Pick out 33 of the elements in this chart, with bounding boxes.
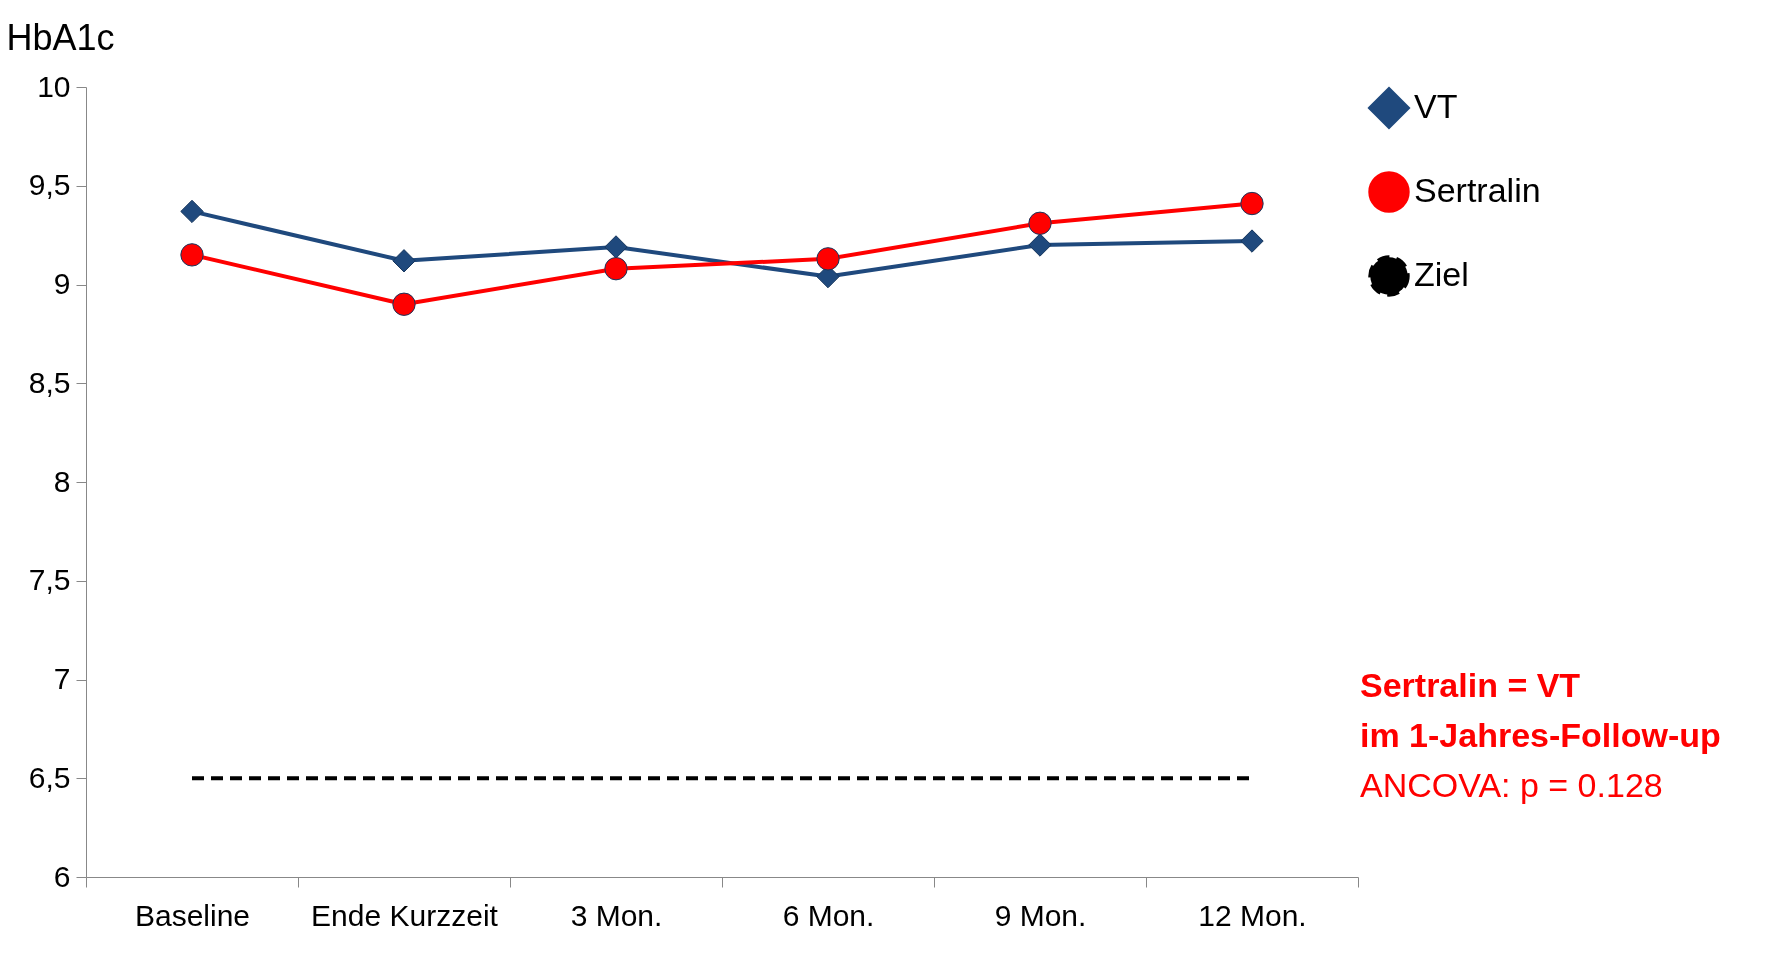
x-tick-label: 3 Mon. xyxy=(570,898,663,932)
text: Sertralin = VT xyxy=(1360,665,1582,706)
point xyxy=(392,292,416,316)
legend-label: Ziel xyxy=(1414,255,1469,293)
y-tick-label: 8,5 xyxy=(28,365,71,399)
point xyxy=(1028,233,1052,257)
y-tick-label: 9 xyxy=(53,267,71,300)
point xyxy=(392,249,416,273)
point xyxy=(604,235,628,259)
y-tick-label: 10 xyxy=(37,69,71,103)
point xyxy=(180,199,204,224)
x-tick-label: 12 Mon. xyxy=(1198,898,1307,932)
point xyxy=(1240,191,1264,216)
y-tick-label: 8 xyxy=(53,464,71,498)
y-tick-label: 6 xyxy=(53,859,71,893)
x-tick-label: Baseline xyxy=(134,898,251,932)
point xyxy=(816,247,840,271)
y-tick-label: 9,5 xyxy=(28,168,71,202)
y-axis-title: HbA1c xyxy=(6,16,115,58)
y-tick-label: 7,5 xyxy=(28,563,71,597)
point xyxy=(1028,211,1052,235)
x-tick-label: 9 Mon. xyxy=(994,898,1087,932)
legend-label: Sertralin xyxy=(1414,171,1541,209)
x-tick-label: Ende Kurzzeit xyxy=(311,898,499,932)
point xyxy=(180,243,204,267)
text: ANCOVA: p = 0.128 xyxy=(1360,765,1664,806)
point xyxy=(604,257,628,281)
legend-label: VT xyxy=(1414,87,1458,125)
y-tick-label: 7 xyxy=(53,662,71,695)
y-tick-label: 6,5 xyxy=(28,760,71,794)
point xyxy=(1240,229,1264,253)
text: im 1-Jahres-Follow-up xyxy=(1360,715,1721,756)
x-tick-label: 6 Mon. xyxy=(782,898,875,932)
